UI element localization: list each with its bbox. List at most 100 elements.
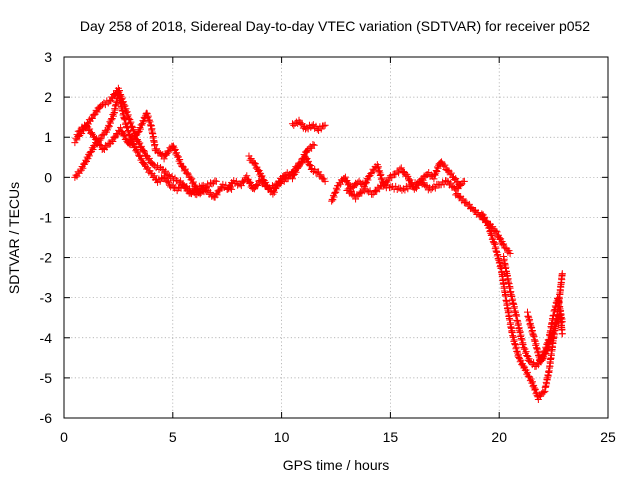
data-point — [254, 181, 262, 189]
data-point — [138, 120, 146, 128]
data-point — [117, 124, 125, 132]
data-point — [447, 169, 455, 177]
data-point — [73, 131, 81, 139]
data-point — [160, 155, 168, 163]
y-tick-label: -3 — [40, 290, 53, 306]
data-point — [478, 210, 486, 218]
data-point — [499, 241, 507, 249]
data-point — [474, 209, 482, 217]
data-point — [539, 354, 547, 362]
data-point — [270, 188, 278, 196]
data-point — [541, 350, 549, 358]
data-point — [149, 161, 157, 169]
data-point — [137, 142, 145, 150]
data-point — [90, 143, 98, 151]
data-point — [88, 115, 96, 123]
data-point — [164, 171, 172, 179]
data-point — [122, 134, 130, 142]
data-point — [489, 234, 497, 242]
data-point — [103, 143, 111, 151]
data-point — [183, 169, 191, 177]
data-point — [173, 149, 181, 157]
data-point — [118, 94, 126, 102]
data-point — [173, 152, 181, 160]
data-point — [493, 228, 501, 236]
data-point — [443, 177, 451, 185]
data-point — [276, 179, 284, 187]
data-point — [309, 140, 317, 148]
data-point — [378, 182, 386, 190]
data-point — [522, 348, 530, 356]
data-point — [145, 154, 153, 162]
data-point — [330, 193, 338, 201]
data-point — [141, 148, 149, 156]
data-point — [105, 122, 113, 130]
data-point — [321, 177, 329, 185]
data-point — [378, 174, 386, 182]
data-point — [117, 91, 125, 99]
y-tick-label: 0 — [44, 169, 52, 185]
x-tick-label: 20 — [491, 429, 507, 445]
data-point — [136, 125, 144, 133]
data-point — [262, 178, 270, 186]
y-tick-label: 2 — [44, 89, 52, 105]
data-point — [107, 116, 115, 124]
data-point — [111, 134, 119, 142]
data-point — [537, 357, 545, 365]
data-point — [168, 173, 176, 181]
data-point — [136, 139, 144, 147]
data-point — [127, 118, 135, 126]
data-point — [86, 125, 94, 133]
data-point — [520, 344, 528, 352]
data-point — [206, 188, 214, 196]
data-point — [401, 186, 409, 194]
data-point — [208, 180, 216, 188]
data-point — [121, 131, 129, 139]
data-point — [395, 169, 403, 177]
data-point — [506, 250, 514, 258]
data-point — [212, 177, 220, 185]
data-point — [171, 145, 179, 153]
data-point — [492, 227, 500, 235]
data-point — [434, 164, 442, 172]
data-point — [106, 119, 114, 127]
data-point — [243, 172, 251, 180]
data-point — [549, 328, 557, 336]
data-point — [310, 141, 318, 149]
data-point — [544, 344, 552, 352]
data-point — [377, 171, 385, 179]
data-point — [131, 134, 139, 142]
data-point — [213, 191, 221, 199]
data-point — [462, 198, 470, 206]
data-point — [540, 389, 548, 397]
data-point — [154, 162, 162, 170]
data-point — [531, 385, 539, 393]
data-point — [485, 223, 493, 231]
data-point — [162, 151, 170, 159]
data-point — [460, 177, 468, 185]
data-point — [130, 126, 138, 134]
data-point — [393, 185, 401, 193]
data-point — [312, 122, 320, 130]
data-point — [321, 121, 329, 129]
data-point — [490, 239, 498, 247]
x-tick-label: 0 — [60, 429, 68, 445]
data-point — [251, 160, 259, 168]
data-point — [431, 184, 439, 192]
ticks-layer: 0 5 10 15 20 25 -6 -5 -4 -3 -2 -1 0 1 2 3 — [40, 49, 616, 445]
data-point — [109, 112, 117, 120]
x-tick-label: 5 — [169, 429, 177, 445]
data-point — [298, 155, 306, 163]
data-point — [552, 320, 560, 328]
data-point — [117, 92, 125, 100]
data-point — [143, 109, 151, 117]
data-point — [101, 101, 109, 109]
y-tick-label: -5 — [40, 370, 53, 386]
data-point — [528, 378, 536, 386]
data-point — [341, 173, 349, 181]
data-point — [548, 333, 556, 341]
x-tick-label: 15 — [383, 429, 399, 445]
data-point — [155, 148, 163, 156]
data-point — [397, 164, 405, 172]
y-axis-label: SDTVAR / TECUs — [6, 182, 22, 294]
